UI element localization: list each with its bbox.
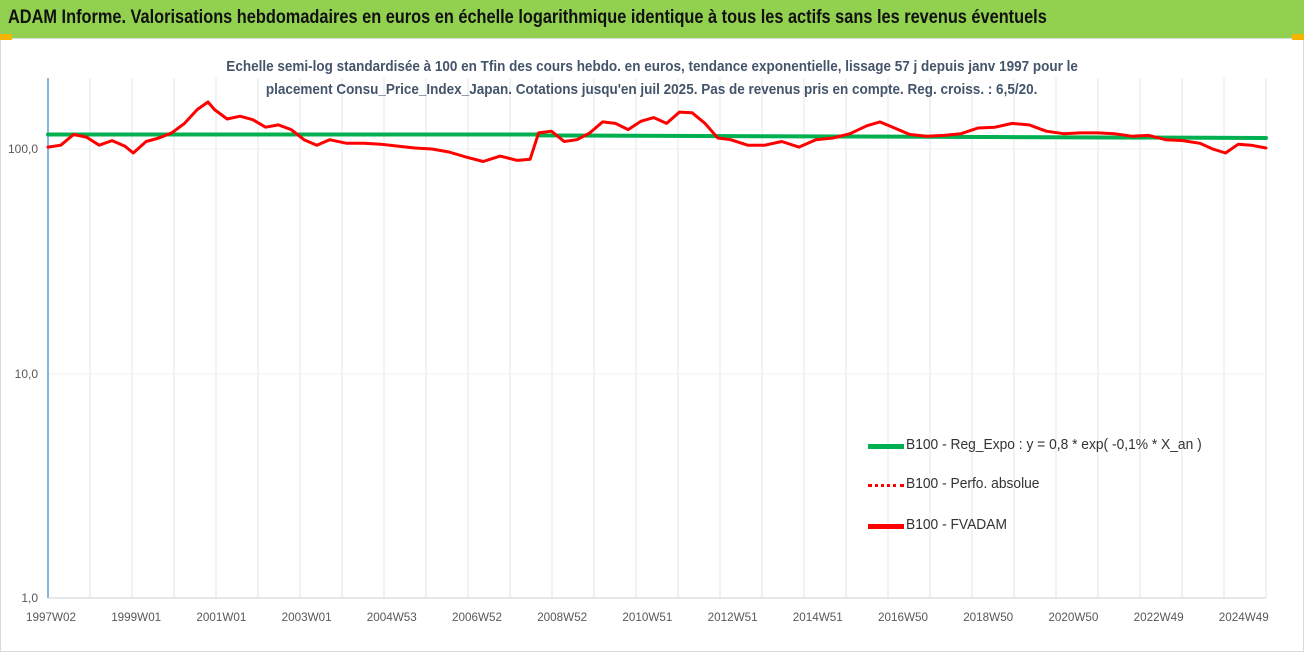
corner-marker-right [1292, 34, 1304, 40]
x-tick-label: 1997W02 [26, 610, 76, 624]
chart-plot: 1,0 10,0 100,0 1997W02 1999W01 2001W01 2003W01… [0, 38, 1304, 652]
legend-swatch-perfo-absolue [868, 484, 904, 487]
legend-label-fvadam: B100 - FVADAM [906, 516, 1007, 533]
x-tick-label: 2001W01 [196, 610, 246, 624]
x-tick-label: 2004W53 [367, 610, 417, 624]
legend-label-perfo-absolue: B100 - Perfo. absolue [906, 475, 1040, 492]
x-tick-label: 2024W49 [1219, 610, 1269, 624]
legend-label-reg-expo: B100 - Reg_Expo : y = 0,8 * exp( -0,1% *… [906, 436, 1202, 453]
y-tick-label: 10,0 [15, 367, 39, 381]
x-tick-label: 2006W52 [452, 610, 502, 624]
x-tick-label: 2010W51 [622, 610, 672, 624]
x-tick-label: 1999W01 [111, 610, 161, 624]
chart-subtitle-line-1: Echelle semi-log standardisée à 100 en T… [226, 58, 1078, 75]
chart-subtitle-line-2: placement Consu_Price_Index_Japan. Cotat… [266, 81, 1038, 98]
report-title: ADAM Informe. Valorisations hebdomadaire… [8, 7, 1047, 28]
chart-frame: 1,0 10,0 100,0 1997W02 1999W01 2001W01 2003W01… [0, 38, 1304, 652]
x-tick-label: 2022W49 [1134, 610, 1184, 624]
x-tick-label: 2003W01 [282, 610, 332, 624]
legend-swatch-reg-expo [868, 444, 904, 449]
x-tick-label: 2012W51 [708, 610, 758, 624]
series-line-fvadam [46, 100, 1268, 163]
legend-swatch-fvadam [868, 524, 904, 529]
corner-marker-left [0, 34, 12, 40]
x-tick-label: 2016W50 [878, 610, 928, 624]
x-tick-label: 2020W50 [1048, 610, 1098, 624]
y-tick-label: 1,0 [21, 591, 38, 605]
x-tick-label: 2014W51 [793, 610, 843, 624]
x-tick-label: 2008W52 [537, 610, 587, 624]
y-tick-label: 100,0 [8, 142, 38, 156]
x-tick-label: 2018W50 [963, 610, 1013, 624]
title-bar: ADAM Informe. Valorisations hebdomadaire… [0, 0, 1304, 38]
